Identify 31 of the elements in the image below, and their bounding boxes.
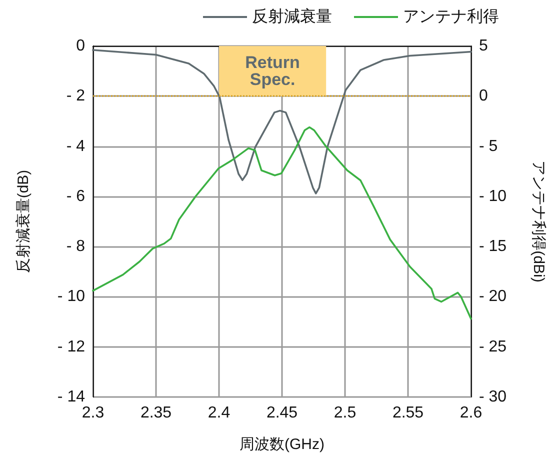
y2-tick-label: - 30	[479, 388, 507, 406]
y-tick-label: - 2	[66, 88, 86, 105]
line-series	[92, 49, 472, 194]
y-tick-label: - 14	[57, 388, 86, 406]
x-tick-label: 2.35	[140, 404, 172, 422]
y-tick-label: - 10	[57, 288, 86, 306]
y2-tick-label: - 20	[479, 288, 507, 306]
x-tick-label: 2.5	[334, 404, 356, 422]
y2-tick-label: - 10	[479, 188, 507, 205]
y-tick-label: 0	[76, 38, 86, 54]
x-tick-label: 2.6	[460, 404, 482, 422]
y-tick-label: - 4	[66, 138, 86, 155]
line-series	[92, 126, 472, 320]
y2-axis-title: アンテナ利得(dBi)	[530, 160, 547, 282]
y2-tick-label: 5	[479, 38, 488, 54]
y2-tick-label: 0	[479, 88, 488, 105]
x-tick-label: 2.55	[392, 404, 424, 422]
y2-tick-label: - 25	[479, 338, 507, 356]
y2-tick-label: - 15	[479, 238, 507, 256]
legend-label: 反射減衰量	[252, 8, 332, 26]
x-tick-label: 2.45	[266, 404, 298, 422]
x-axis-title: 周波数(GHz)	[240, 436, 324, 453]
x-tick-label: 2.4	[208, 404, 230, 422]
y2-tick-label: - 5	[479, 138, 498, 155]
y-axis-title: 反射減衰量(dB)	[15, 170, 32, 274]
x-tick-label: 2.3	[82, 404, 104, 422]
band-label: Return Spec.	[245, 53, 300, 90]
y-tick-label: - 12	[57, 338, 86, 356]
y-tick-label: - 8	[66, 238, 86, 256]
legend-label: アンテナ利得	[403, 8, 499, 26]
y-tick-label: - 6	[66, 188, 86, 205]
